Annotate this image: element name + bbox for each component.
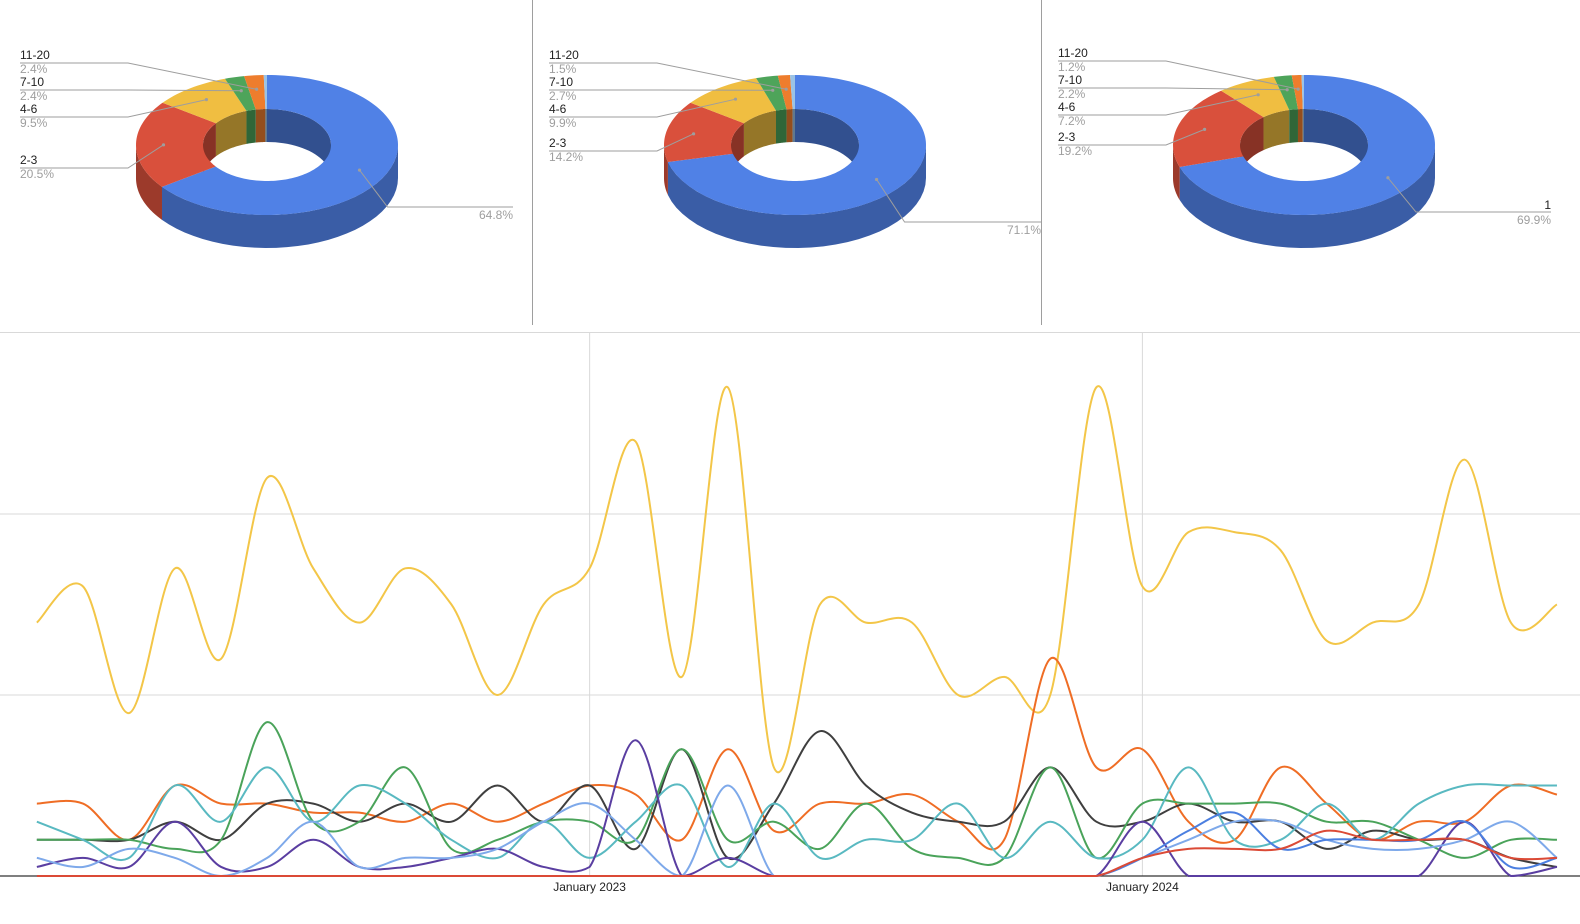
pie2-inner-wall-3-1 [776, 109, 787, 143]
pie1-pct-7-10: 2.4% [20, 89, 48, 103]
pie3-label-7-10: 7-10 [1058, 73, 1082, 87]
line-chart-series-4 [37, 722, 1557, 865]
pie2-pct-4-6: 9.9% [549, 116, 577, 130]
line-chart-x-tick-0: January 2023 [553, 880, 626, 894]
pie1-pct-1: 64.8% [479, 208, 513, 222]
pie3-pct-2-3: 19.2% [1058, 144, 1092, 158]
pie3-inner-wall-5-1 [1303, 109, 1304, 142]
pie1-label-11-20: 11-20 [20, 48, 50, 62]
pie2-label-4-6: 4-6 [549, 102, 567, 116]
pie1-label-2-3: 2-3 [20, 153, 38, 167]
pie3-inner-wall-2-1 [1264, 110, 1290, 150]
pie1-label-4-6: 4-6 [20, 102, 38, 116]
line-chart-series-5 [37, 767, 1557, 867]
pie2-pct-7-10: 2.7% [549, 89, 577, 103]
pie3-pct-11-20: 1.2% [1058, 60, 1086, 74]
pie2-inner-wall-5-1 [793, 109, 795, 142]
pie3-inner-wall-4-1 [1298, 109, 1303, 142]
pie2-label-2-3: 2-3 [549, 136, 567, 150]
line-chart-x-tick-1: January 2024 [1106, 880, 1179, 894]
pie1-inner-wall-5-1 [265, 109, 267, 142]
pie3-pct-4-6: 7.2% [1058, 114, 1086, 128]
pie1-inner-wall-4-1 [256, 109, 266, 143]
pie3-label-11-20: 11-20 [1058, 46, 1088, 60]
pie2-pct-1: 71.1% [1007, 223, 1041, 237]
pie2-inner-wall-4-1 [787, 109, 793, 142]
pie2-label-7-10: 7-10 [549, 75, 573, 89]
pie1-pct-4-6: 9.5% [20, 116, 48, 130]
line-chart-series-1 [37, 386, 1557, 772]
pie1-inner-wall-3-1 [246, 110, 255, 144]
pie-chart-1-svg: 64.8%2-320.5%4-69.5%7-102.4%11-202.4% [0, 0, 532, 325]
pie1-leader-7-10 [20, 90, 241, 91]
pie3-pct-1: 69.9% [1517, 213, 1551, 227]
pie1-pct-11-20: 2.4% [20, 62, 48, 76]
pie2-pct-2-3: 14.2% [549, 150, 583, 164]
pie3-label-2-3: 2-3 [1058, 130, 1076, 144]
line-chart-series-2 [37, 658, 1557, 850]
pie-chart-3-svg: 169.9% 2-319.2% 4-67.2% 7-102.2% 11-201.2% [1042, 0, 1580, 325]
pie3-inner-wall-3-1 [1289, 109, 1298, 143]
pie2-pct-11-20: 1.5% [549, 62, 577, 76]
pie1-label-7-10: 7-10 [20, 75, 44, 89]
line-chart-series-3 [37, 731, 1557, 867]
line-chart: January 2023 January 2024 [0, 333, 1580, 919]
pie1-pct-2-3: 20.5% [20, 167, 54, 181]
pie-chart-2-svg: 71.1% 2-314.2% 4-69.9% 7-102.7% 11-201.5% [533, 0, 1041, 325]
pie3-label-1: 1 [1544, 198, 1551, 212]
pie2-label-11-20: 11-20 [549, 48, 579, 62]
pie3-pct-7-10: 2.2% [1058, 87, 1086, 101]
line-chart-svg: January 2023 January 2024 [0, 333, 1580, 919]
pie3-label-4-6: 4-6 [1058, 100, 1076, 114]
